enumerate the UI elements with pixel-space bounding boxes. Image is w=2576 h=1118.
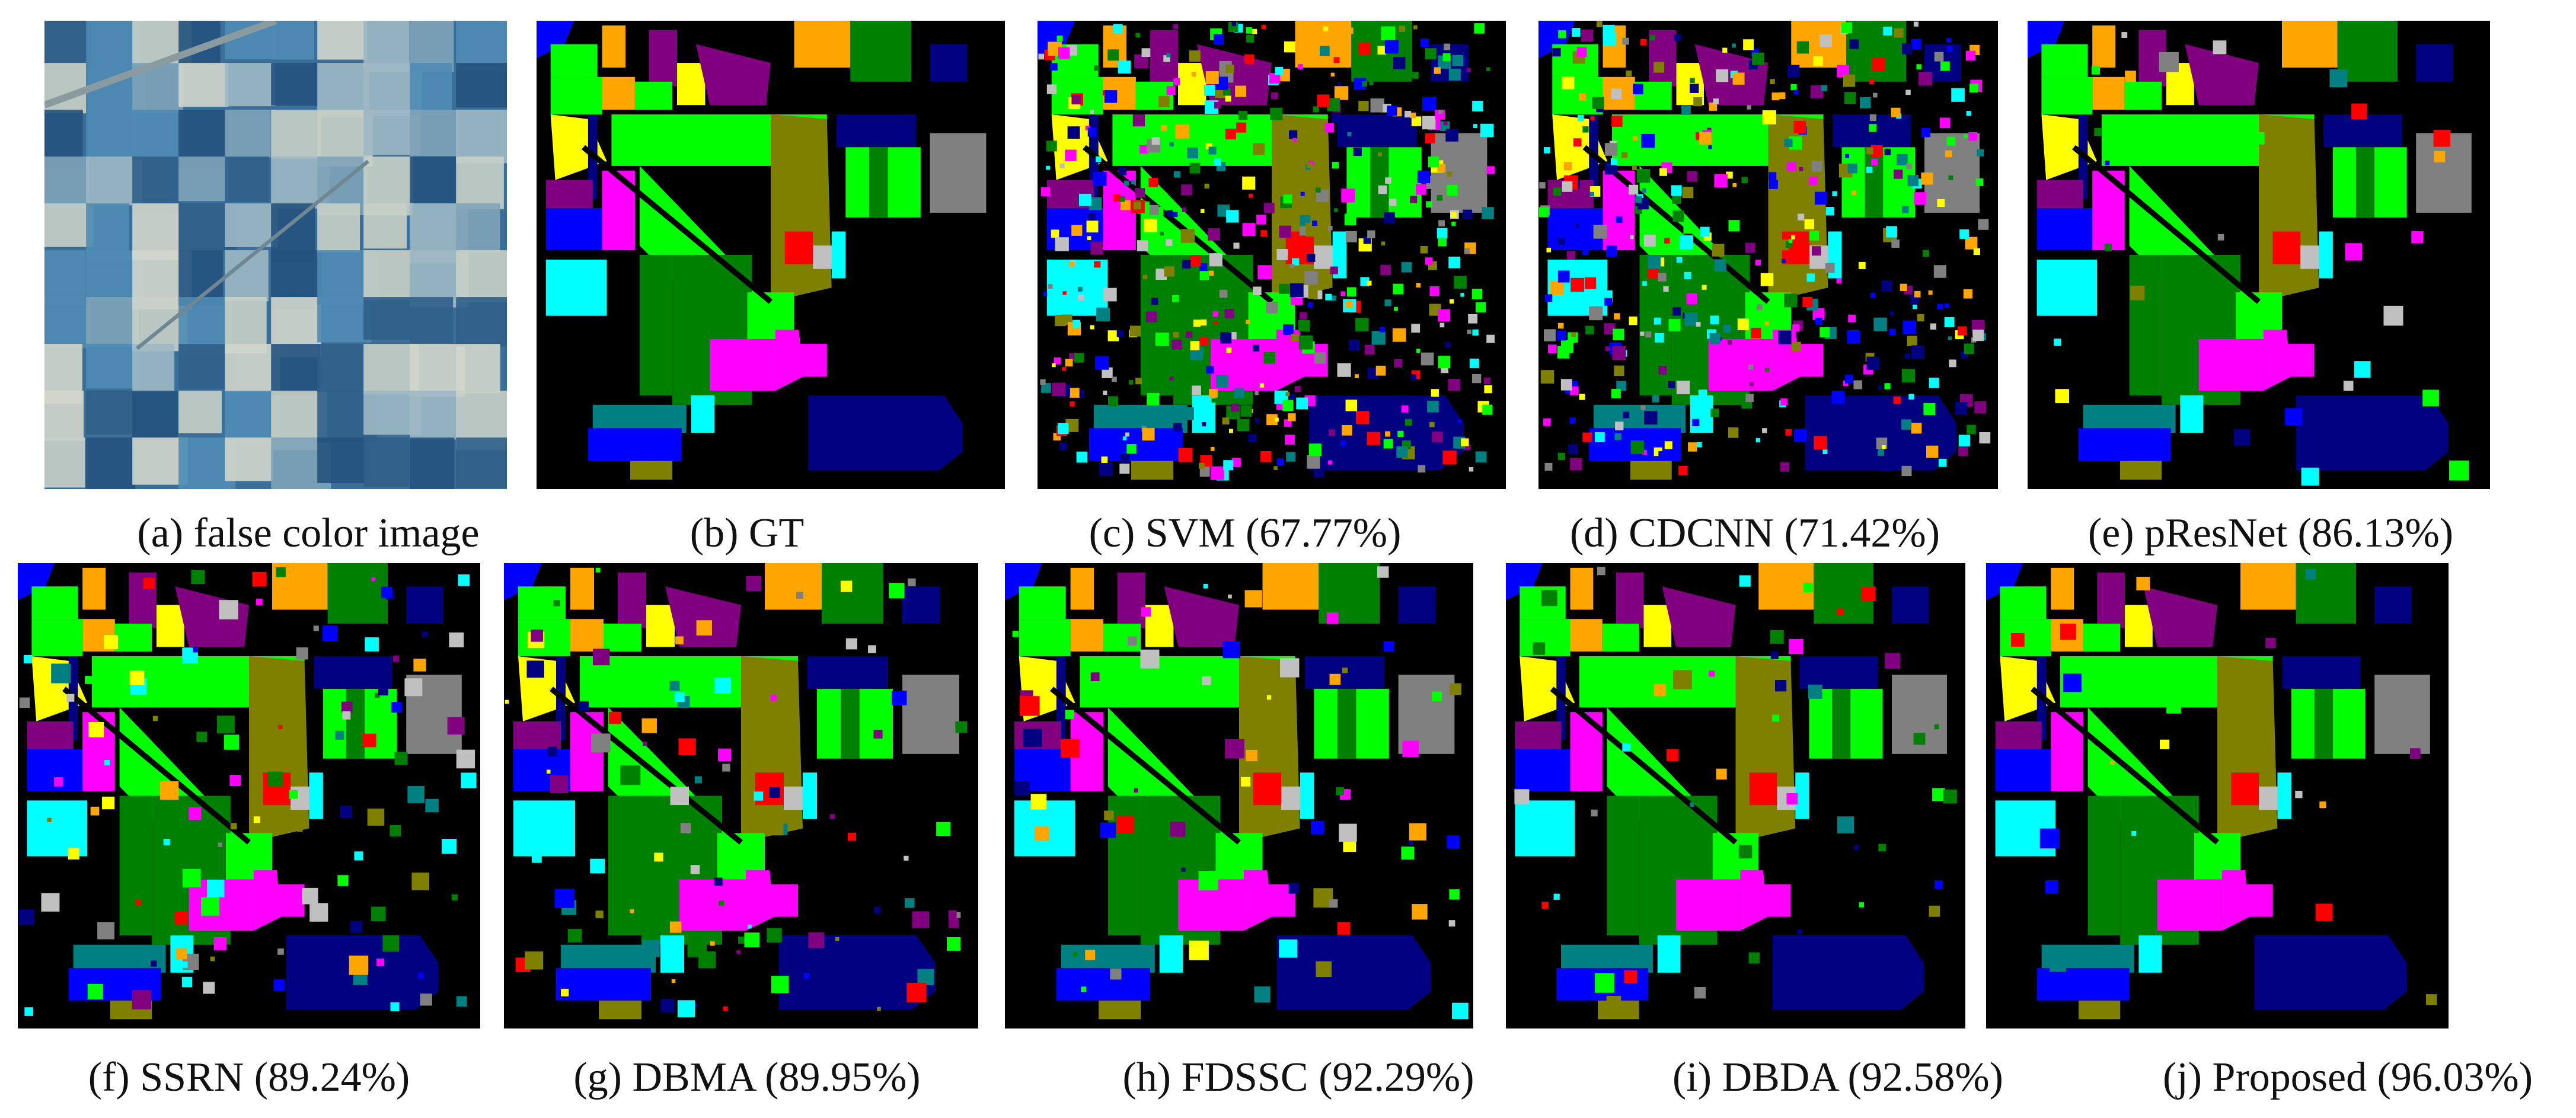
dbma-classification-map xyxy=(504,563,978,1028)
caption-d: (d) CDCNN (71.42%) xyxy=(1569,510,1940,556)
panel-j-image xyxy=(1986,563,2449,1028)
panel-e-image xyxy=(2028,21,2490,489)
panel-f-image xyxy=(18,563,480,1028)
panel-i-image xyxy=(1506,563,1965,1028)
panel-a-image xyxy=(44,21,507,489)
caption-i: (i) DBDA (92.58%) xyxy=(1672,1055,2003,1100)
cdcnn-classification-map xyxy=(1538,21,1998,489)
caption-h: (h) FDSSC (92.29%) xyxy=(1122,1055,1474,1100)
panel-d-image xyxy=(1538,21,1998,489)
ssrn-classification-map xyxy=(18,563,480,1028)
caption-g: (g) DBMA (89.95%) xyxy=(573,1055,921,1100)
panel-b-image xyxy=(537,21,1005,489)
fdssc-classification-map xyxy=(1005,563,1473,1028)
proposed-classification-map xyxy=(1986,563,2449,1028)
dbda-classification-map xyxy=(1506,563,1965,1028)
ground-truth-map xyxy=(537,21,1005,489)
panel-g-image xyxy=(504,563,978,1028)
false-color-image xyxy=(44,21,507,489)
caption-f: (f) SSRN (89.24%) xyxy=(88,1055,410,1100)
caption-e: (e) pResNet (86.13%) xyxy=(2087,510,2454,556)
presnet-classification-map xyxy=(2028,21,2490,489)
caption-b: (b) GT xyxy=(690,510,805,556)
caption-a: (a) false color image xyxy=(137,510,480,556)
panel-h-image xyxy=(1005,563,1473,1028)
svm-classification-map xyxy=(1038,21,1506,489)
caption-j: (j) Proposed (96.03%) xyxy=(2162,1055,2533,1100)
panel-c-image xyxy=(1038,21,1506,489)
caption-c: (c) SVM (67.77%) xyxy=(1089,510,1402,556)
